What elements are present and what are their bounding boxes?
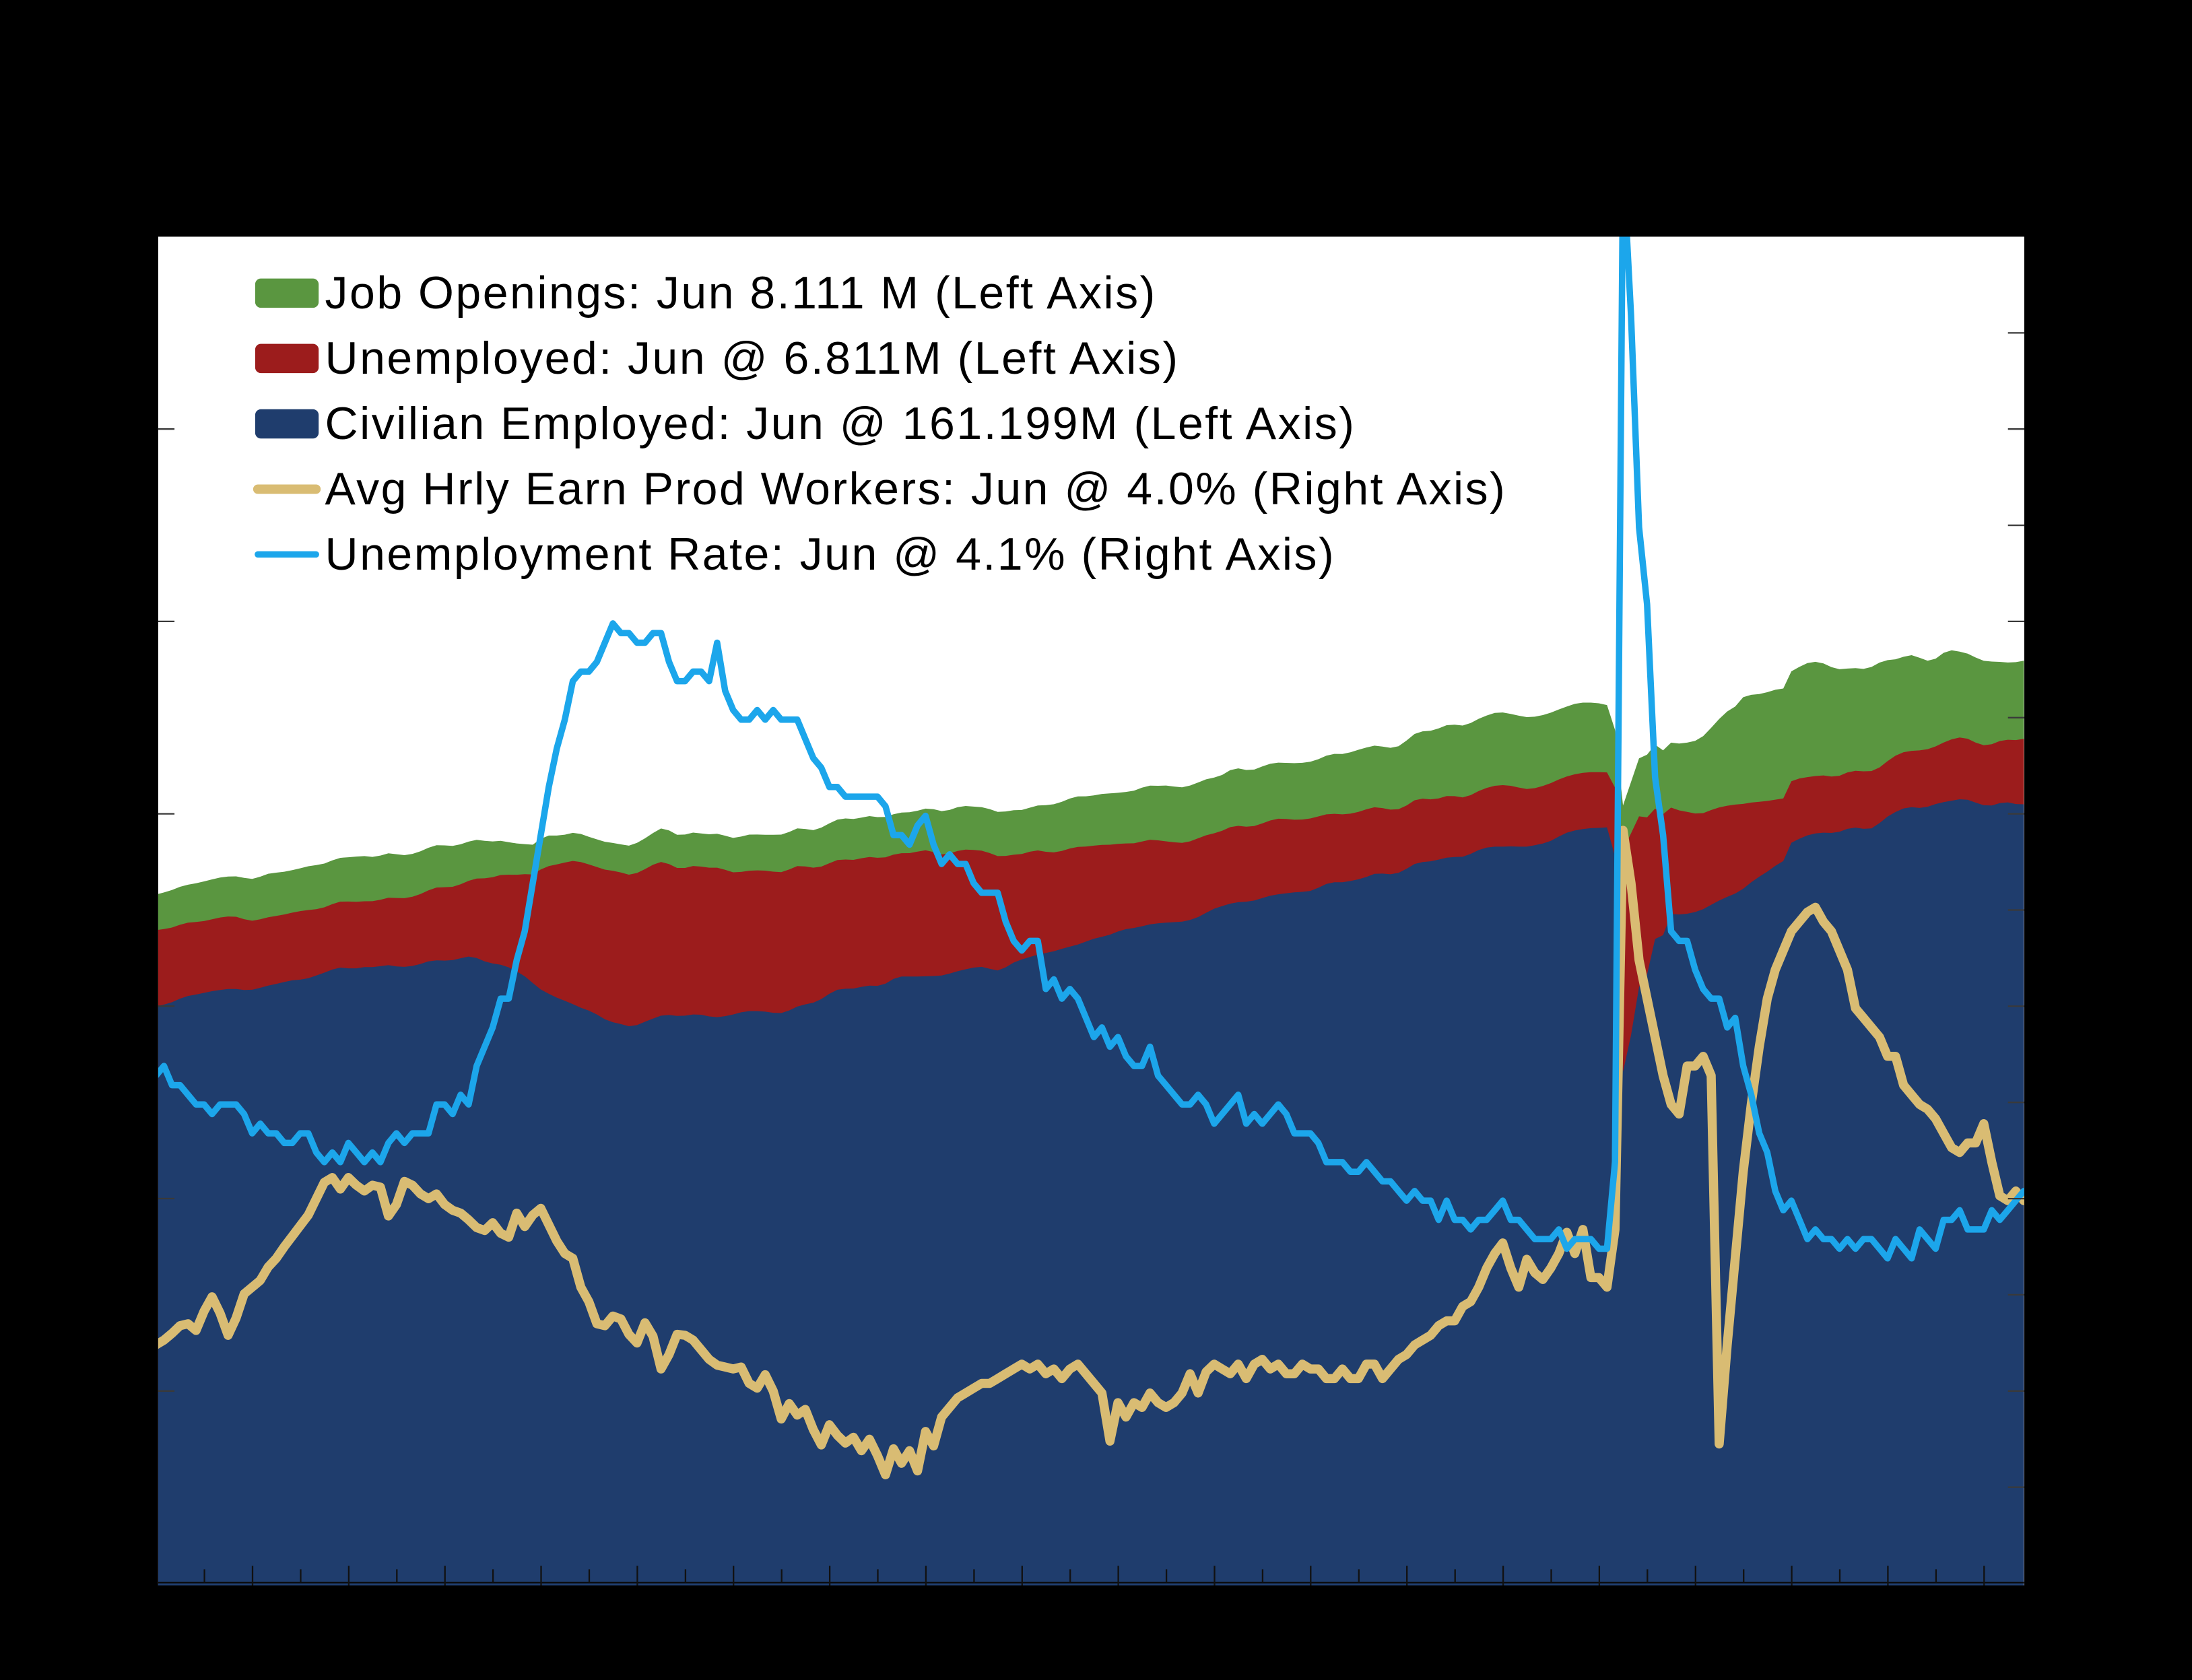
- svg-text:Civilian Employed: Jun @ 161.1: Civilian Employed: Jun @ 161.199M (Left …: [325, 398, 1356, 449]
- svg-text:Avg Hrly Earn Prod Workers: Ju: Avg Hrly Earn Prod Workers: Jun @ 4.0% (…: [325, 463, 1507, 514]
- svg-text:Unemployed: Jun @ 6.811M (Left: Unemployed: Jun @ 6.811M (Left Axis): [325, 333, 1180, 384]
- svg-text:Job Openings: Jun 8.111 M (Lef: Job Openings: Jun 8.111 M (Left Axis): [325, 267, 1157, 318]
- svg-text:Unemployment Rate: Jun @ 4.1%: Unemployment Rate: Jun @ 4.1% (Right Axi…: [325, 529, 1336, 580]
